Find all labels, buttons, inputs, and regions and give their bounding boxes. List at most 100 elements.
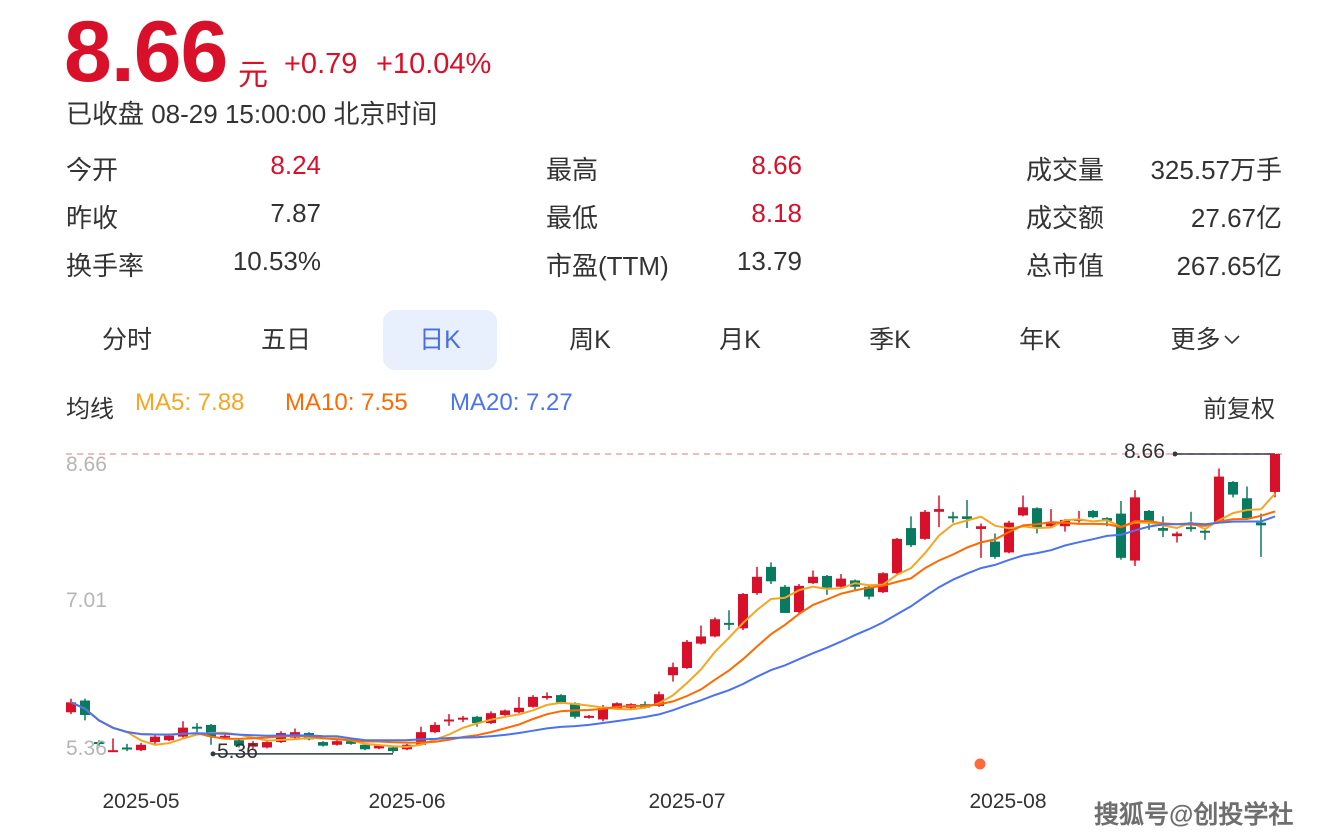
stat-label: 昨收 (66, 203, 119, 233)
stat-label: 最低 (546, 203, 599, 233)
candle-body (1270, 454, 1280, 492)
candle-body (164, 735, 174, 741)
adjust-mode-button[interactable]: 前复权 (1203, 396, 1275, 423)
chevron-down-icon (1223, 335, 1240, 345)
candle-body (976, 526, 986, 529)
candle-body (1004, 522, 1014, 553)
candle-body (528, 696, 538, 707)
candle-body (192, 726, 202, 729)
x-tick-label: 2025-05 (102, 790, 180, 813)
candle-body (668, 667, 678, 676)
candle-body (892, 538, 902, 574)
tab-0[interactable]: 分时 (70, 310, 184, 370)
max-marker-dot (1172, 451, 1178, 457)
x-tick-label: 2025-06 (368, 790, 446, 813)
candle-body (808, 576, 818, 584)
candle-body (780, 586, 790, 613)
candle-body (990, 541, 1000, 557)
tab-label: 周K (569, 326, 611, 354)
candle-body (486, 713, 496, 724)
stat-value: 13.79 (736, 246, 802, 276)
candle-body (234, 740, 244, 746)
stat-value: 8.66 (751, 150, 802, 180)
candle-body (1214, 476, 1224, 522)
candle-body (542, 696, 552, 699)
candle-body (1242, 498, 1252, 519)
candle-body (696, 636, 706, 644)
candle-body (1186, 527, 1196, 530)
candle-body (94, 742, 104, 745)
tab-5[interactable]: 季K (833, 310, 947, 370)
y-tick-label: 5.36 (66, 737, 107, 760)
y-tick-label: 7.01 (66, 589, 107, 612)
candle-body (1200, 530, 1210, 533)
ma5-legend: MA5: 7.88 (135, 389, 245, 416)
candle-body (752, 576, 762, 594)
candle-body (150, 736, 160, 743)
candle-body (108, 750, 118, 753)
tab-6[interactable]: 年K (983, 310, 1097, 370)
tab-label: 日K (419, 326, 461, 354)
tab-label: 月K (719, 326, 761, 354)
stat-label: 最高 (546, 155, 599, 185)
min-price-label: 5.36 (217, 740, 258, 763)
ma-legend-title: 均线 (66, 396, 114, 423)
candle-body (724, 622, 734, 625)
candle-body (864, 586, 874, 597)
candle-body (878, 573, 888, 593)
tab-2[interactable]: 日K (383, 310, 497, 370)
tab-7[interactable]: 更多 (1148, 310, 1262, 370)
candle-body (1018, 507, 1028, 516)
tab-4[interactable]: 月K (683, 310, 797, 370)
stat-value: 325.57万手 (1150, 155, 1282, 185)
stat-label: 今开 (66, 155, 119, 185)
tab-3[interactable]: 周K (533, 310, 647, 370)
tab-label: 分时 (101, 326, 152, 354)
candle-body (654, 694, 664, 706)
price-change: +0.79 (284, 48, 358, 80)
event-marker-dot (974, 758, 986, 770)
candle-body (934, 509, 944, 512)
candle-body (276, 733, 286, 743)
stat-value: 267.65亿 (1176, 251, 1282, 281)
candle-body (122, 747, 132, 750)
candle-body (556, 695, 566, 703)
candle-body (220, 735, 230, 738)
max-price-label: 8.66 (1124, 440, 1165, 463)
x-tick-label: 2025-08 (969, 790, 1047, 813)
stat-value: 27.67亿 (1190, 203, 1282, 233)
candle-body (794, 585, 804, 613)
tab-label: 五日 (260, 326, 311, 354)
candle-body (962, 516, 972, 520)
ma5-line (70, 493, 1276, 748)
tab-1[interactable]: 五日 (229, 310, 343, 370)
candle-body (500, 710, 510, 715)
candle-body (332, 741, 342, 745)
candle-body (472, 716, 482, 724)
price-unit: 元 (238, 59, 268, 92)
tab-label: 更多 (1170, 326, 1221, 354)
stat-label: 总市值 (1026, 251, 1105, 281)
candle-body (374, 745, 384, 749)
candle-body (738, 593, 748, 629)
x-tick-label: 2025-07 (648, 790, 726, 813)
ma20-line (70, 515, 1276, 742)
market-status: 已收盘 08-29 15:00:00 北京时间 (66, 99, 438, 129)
candle-body (514, 707, 524, 713)
price-change-percent: +10.04% (376, 48, 492, 80)
candle-body (682, 641, 692, 669)
candle-body (444, 719, 454, 722)
y-tick-label: 8.66 (66, 453, 107, 476)
candle-body (178, 727, 188, 737)
candle-body (318, 742, 328, 746)
candle-body (248, 742, 258, 747)
tab-label: 年K (1019, 326, 1061, 354)
tab-label: 季K (869, 326, 911, 354)
candle-body (1256, 522, 1266, 526)
candle-body (1046, 523, 1056, 527)
candle-body (598, 706, 608, 720)
watermark: 搜狐号@创投学社 (1094, 801, 1294, 829)
min-marker-dot (210, 751, 216, 757)
candle-body (262, 742, 272, 748)
